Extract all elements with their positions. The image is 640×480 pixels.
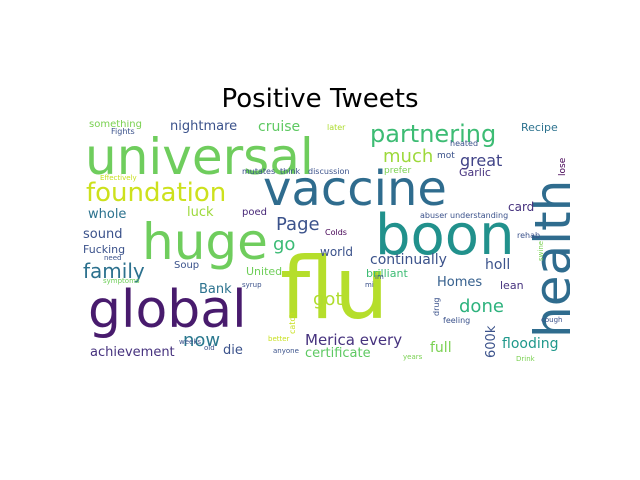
word-partnering: partnering xyxy=(370,120,497,148)
word-recipe: Recipe xyxy=(521,121,558,134)
word-understanding: understanding xyxy=(450,211,509,220)
word-600k: 600k xyxy=(484,325,499,358)
word-continually: continually xyxy=(370,252,447,268)
chart-title: Positive Tweets xyxy=(221,84,419,114)
word-fights: Fights xyxy=(111,127,135,136)
word-heated: heated xyxy=(450,139,479,148)
word-discussion: discussion xyxy=(308,167,350,176)
word-full: full xyxy=(430,340,452,356)
word-swine: swine xyxy=(537,240,545,261)
word-great: great xyxy=(460,151,503,170)
word-soup: Soup xyxy=(174,260,200,271)
word-drug: drug xyxy=(432,297,441,316)
word-die: die xyxy=(223,343,243,358)
word-abuser: abuser xyxy=(420,211,448,220)
word-luck: luck xyxy=(187,205,214,220)
word-old: old xyxy=(204,344,215,352)
word-weeks: weeks xyxy=(179,338,202,346)
word-mi: mi xyxy=(365,281,374,289)
word-lean: lean xyxy=(500,279,524,292)
word-mutates: mutates xyxy=(242,167,276,176)
word-brilliant: brilliant xyxy=(366,267,408,280)
word-holl: holl xyxy=(485,257,511,273)
word-bank: Bank xyxy=(199,282,232,297)
word-later: later xyxy=(327,123,346,132)
word-garlic: Garlic xyxy=(459,166,491,179)
word-whole: whole xyxy=(88,207,127,222)
word-card: card xyxy=(508,200,535,214)
word-achievement: achievement xyxy=(90,345,175,360)
word-better: better xyxy=(268,335,290,343)
word-drink: Drink xyxy=(516,355,535,363)
word-boon: boon xyxy=(375,203,515,268)
word-rehab: rehab xyxy=(517,231,541,240)
word-poed: poed xyxy=(242,207,267,218)
word-cough: cough xyxy=(541,316,563,324)
word-fucking: Fucking xyxy=(83,243,126,256)
word-mot: mot xyxy=(437,151,455,161)
word-anyone: anyone xyxy=(273,347,299,355)
word-global: global xyxy=(88,280,247,340)
word-united: United xyxy=(246,265,283,278)
word-flu: flu xyxy=(280,239,389,339)
word-nightmare: nightmare xyxy=(170,120,238,134)
word-symptoms: symptoms xyxy=(103,277,140,285)
word-world: world xyxy=(320,245,354,259)
word-family: family xyxy=(83,259,145,283)
word-go: go xyxy=(273,234,296,255)
word-years: years xyxy=(403,353,423,361)
word-done: done xyxy=(459,296,504,317)
word-feeling: feeling xyxy=(443,316,471,325)
word-cruise: cruise xyxy=(258,120,301,135)
word-certificate: certificate xyxy=(305,346,371,361)
word-prefer: prefer xyxy=(384,166,412,176)
word-sound: sound xyxy=(83,227,123,242)
word-universal: universal xyxy=(85,128,314,186)
word-colds: Colds xyxy=(325,228,347,237)
word-health: health xyxy=(524,179,570,338)
word-effectively: Effectively xyxy=(100,174,137,182)
word-think: think xyxy=(280,167,301,176)
word-page: Page xyxy=(276,214,320,235)
word-catch: catch xyxy=(288,312,297,334)
word-lose: lose xyxy=(558,157,568,176)
word-got: got xyxy=(313,289,343,310)
word-im: im xyxy=(375,273,384,281)
word-merica-every: Merica every xyxy=(305,331,403,349)
word-syrup: syrup xyxy=(242,281,262,289)
word-something: something xyxy=(89,120,142,130)
word-vaccine: vaccine xyxy=(263,161,447,217)
word-foundation: foundation xyxy=(86,178,227,208)
word-much: much xyxy=(383,146,434,167)
word-now: now xyxy=(183,330,221,351)
word-need: need xyxy=(104,254,122,262)
word-homes: Homes xyxy=(437,275,483,290)
word-cloud: universal vaccine health huge boon flu g… xyxy=(80,120,570,365)
word-huge: huge xyxy=(142,213,268,271)
word-flooding: flooding xyxy=(502,336,559,352)
